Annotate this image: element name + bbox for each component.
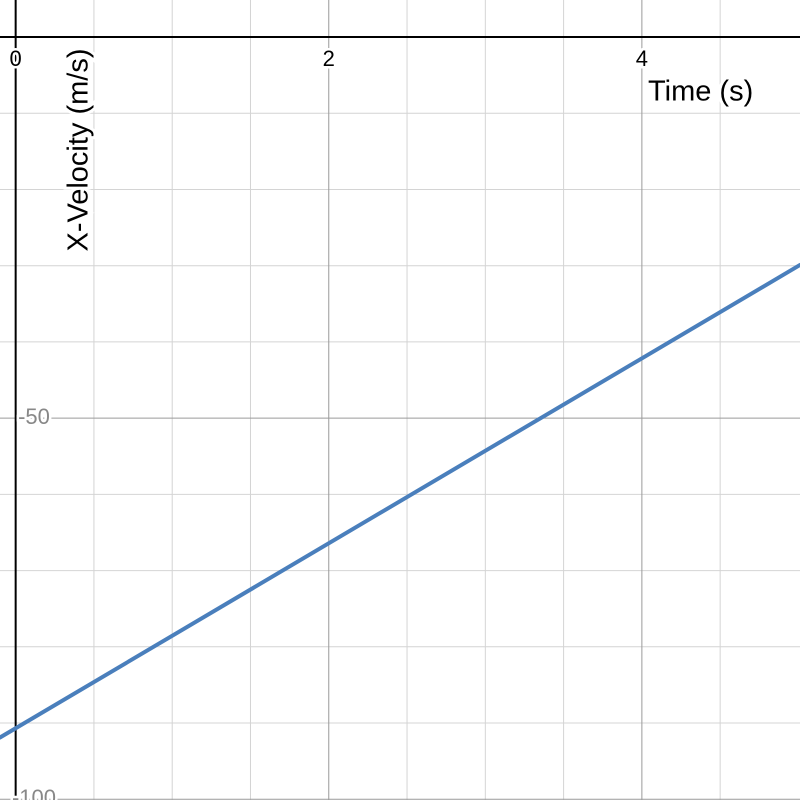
y-tick-label: -50 (18, 404, 50, 429)
plot-area (0, 262, 800, 740)
y-tick-label: -100 (12, 785, 56, 800)
data-line (0, 262, 800, 740)
labels: Time (s) X-Velocity (m/s) 0 2 4 -50 -100 (7, 43, 756, 800)
x-tick-label: 2 (323, 46, 335, 71)
y-axis-label: X-Velocity (m/s) (63, 48, 95, 251)
x-tick-label: 0 (10, 46, 22, 71)
x-tick-label: 4 (636, 46, 648, 71)
x-axis-label: Time (s) (648, 76, 753, 108)
